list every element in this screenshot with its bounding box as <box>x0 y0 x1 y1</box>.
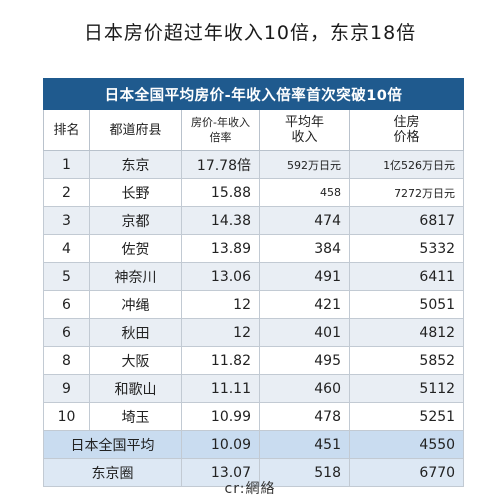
ratio-cell: 11.82 <box>181 346 260 375</box>
income-cell: 458 <box>259 178 350 207</box>
income-cell: 460 <box>259 374 350 403</box>
prefecture-cell: 冲绳 <box>89 290 182 319</box>
income-cell: 491 <box>259 262 350 291</box>
prefecture-cell: 埼玉 <box>89 402 182 431</box>
ratio-table: 日本全国平均房价-年收入倍率首次突破10倍 排名 都道府县 房价-年收入 倍率 … <box>42 78 465 487</box>
summary-label: 日本全国平均 <box>43 430 182 459</box>
rank-cell: 2 <box>43 178 90 207</box>
income-cell: 421 <box>259 290 350 319</box>
headline: 日本房价超过年收入10倍，东京18倍 <box>83 22 417 44</box>
prefecture-cell: 佐贺 <box>89 234 182 263</box>
ratio-table-container: 日本全国平均房价-年收入倍率首次突破10倍 排名 都道府县 房价-年收入 倍率 … <box>42 78 465 487</box>
rank-cell: 5 <box>43 262 90 291</box>
rank-cell: 9 <box>43 374 90 403</box>
price-cell: 1亿526万日元 <box>348 150 465 179</box>
ratio-cell: 14.38 <box>181 206 260 235</box>
header-rank: 排名 <box>43 109 90 151</box>
header-row: 排名 都道府县 房价-年收入 倍率 平均年 收入 住房 价格 <box>43 109 465 151</box>
rank-cell: 1 <box>43 150 90 179</box>
rank-cell: 3 <box>43 206 90 235</box>
price-cell: 5332 <box>348 234 465 263</box>
table-row: 6 冲绳 12 421 5051 <box>43 290 465 319</box>
header-ratio-line1: 房价-年收入 <box>191 116 250 129</box>
prefecture-cell: 和歌山 <box>89 374 182 403</box>
header-ratio: 房价-年收入 倍率 <box>181 109 260 151</box>
price-cell: 4812 <box>348 318 465 347</box>
table-row: 6 秋田 12 401 4812 <box>43 318 465 347</box>
summary-price-cell: 6770 <box>348 458 465 487</box>
summary-row: 东京圈 13.07 518 6770 <box>43 458 465 487</box>
prefecture-cell: 京都 <box>89 206 182 235</box>
income-cell: 474 <box>259 206 350 235</box>
price-cell: 5251 <box>348 402 465 431</box>
income-cell: 495 <box>259 346 350 375</box>
price-cell: 6817 <box>348 206 465 235</box>
header-price-line2: 价格 <box>393 130 420 145</box>
rank-cell: 6 <box>43 318 90 347</box>
rank-cell: 4 <box>43 234 90 263</box>
table-row: 2 长野 15.88 458 7272万日元 <box>43 178 465 207</box>
header-price-line1: 住房 <box>393 115 420 130</box>
rank-cell: 10 <box>43 402 90 431</box>
income-cell: 384 <box>259 234 350 263</box>
ratio-cell: 12 <box>181 290 260 319</box>
ratio-cell: 12 <box>181 318 260 347</box>
ratio-cell: 17.78倍 <box>181 150 260 179</box>
header-income: 平均年 收入 <box>259 109 350 151</box>
rank-cell: 8 <box>43 346 90 375</box>
ratio-cell: 10.99 <box>181 402 260 431</box>
income-cell: 478 <box>259 402 350 431</box>
table-row: 8 大阪 11.82 495 5852 <box>43 346 465 375</box>
price-cell: 5112 <box>348 374 465 403</box>
header-income-line2: 收入 <box>291 130 318 145</box>
header-prefecture: 都道府县 <box>89 109 182 151</box>
summary-label: 东京圈 <box>43 458 182 487</box>
price-cell: 5852 <box>348 346 465 375</box>
income-cell: 592万日元 <box>259 150 350 179</box>
income-cell: 401 <box>259 318 350 347</box>
header-ratio-line2: 倍率 <box>209 131 232 144</box>
prefecture-cell: 神奈川 <box>89 262 182 291</box>
summary-income-cell: 518 <box>259 458 350 487</box>
prefecture-cell: 秋田 <box>89 318 182 347</box>
prefecture-cell: 大阪 <box>89 346 182 375</box>
table-row: 5 神奈川 13.06 491 6411 <box>43 262 465 291</box>
ratio-cell: 15.88 <box>181 178 260 207</box>
header-price: 住房 价格 <box>348 109 465 151</box>
summary-income-cell: 451 <box>259 430 350 459</box>
table-row: 3 京都 14.38 474 6817 <box>43 206 465 235</box>
ratio-cell: 13.06 <box>181 262 260 291</box>
ratio-cell: 13.89 <box>181 234 260 263</box>
table-row: 9 和歌山 11.11 460 5112 <box>43 374 465 403</box>
table-row: 10 埼玉 10.99 478 5251 <box>43 402 465 431</box>
prefecture-cell: 长野 <box>89 178 182 207</box>
table-title-row: 日本全国平均房价-年收入倍率首次突破10倍 <box>42 78 465 110</box>
header-income-line1: 平均年 <box>284 115 324 130</box>
prefecture-cell: 东京 <box>89 150 182 179</box>
table-row: 1 东京 17.78倍 592万日元 1亿526万日元 <box>43 150 465 179</box>
rank-cell: 6 <box>43 290 90 319</box>
summary-price-cell: 4550 <box>348 430 465 459</box>
table-title: 日本全国平均房价-年收入倍率首次突破10倍 <box>42 78 465 110</box>
summary-row: 日本全国平均 10.09 451 4550 <box>43 430 465 459</box>
price-cell: 6411 <box>348 262 465 291</box>
price-cell: 5051 <box>348 290 465 319</box>
price-cell: 7272万日元 <box>348 178 465 207</box>
summary-ratio-cell: 10.09 <box>181 430 260 459</box>
source-credit: cr:網絡 <box>224 481 276 497</box>
ratio-cell: 11.11 <box>181 374 260 403</box>
table-row: 4 佐贺 13.89 384 5332 <box>43 234 465 263</box>
